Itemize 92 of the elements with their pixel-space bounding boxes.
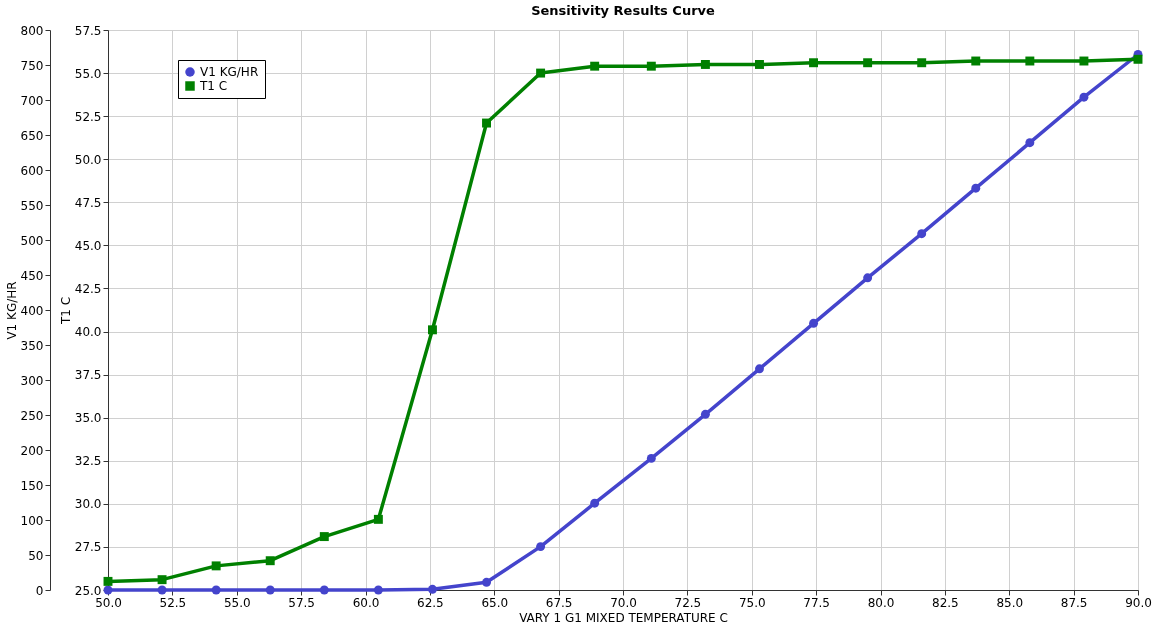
point <box>971 183 981 193</box>
point <box>755 59 764 69</box>
x-tick-label: 87.5 <box>1060 595 1088 610</box>
legend-label: T1 C <box>199 79 228 93</box>
y2-tick-label: 32.5 <box>74 454 102 469</box>
point <box>265 556 275 566</box>
y-axis-title: V1 KG/HR <box>4 281 19 340</box>
y-tick-label: 0 <box>35 583 44 598</box>
x-tick-label: 67.5 <box>545 595 573 610</box>
y-tick-label: 400 <box>20 303 44 318</box>
y-tick-label: 500 <box>20 233 44 248</box>
point <box>700 409 710 419</box>
y-tick-label: 700 <box>20 93 44 108</box>
x-tick-label: 65.0 <box>481 595 509 610</box>
y2-tick-label: 45.0 <box>74 238 102 253</box>
x-tick-label: 55.0 <box>223 595 251 610</box>
point <box>590 498 600 508</box>
point <box>700 59 710 69</box>
x-tick-label: 52.5 <box>159 595 187 610</box>
y-tick-label: 750 <box>20 58 44 73</box>
x-tick-label: 90.0 <box>1125 595 1152 610</box>
point <box>319 532 329 542</box>
point <box>211 561 221 571</box>
point <box>373 514 383 524</box>
x-tick-label: 62.5 <box>417 595 444 610</box>
y2-axis-title: T1 C <box>58 296 73 326</box>
point <box>590 61 600 71</box>
point <box>1025 138 1035 148</box>
point <box>265 585 275 595</box>
y2-tick-label: 35.0 <box>74 411 102 426</box>
y2-tick-label: 55.0 <box>74 66 102 81</box>
y2-tick-label: 25.0 <box>74 583 102 598</box>
point <box>536 542 546 552</box>
x-tick-label: 72.5 <box>674 595 702 610</box>
point <box>1079 56 1089 66</box>
y2-tick-label: 52.5 <box>74 109 102 124</box>
point <box>319 585 329 595</box>
y-tick-label: 600 <box>20 163 44 178</box>
chart-title: Sensitivity Results Curve <box>531 3 716 18</box>
point <box>211 585 221 595</box>
y-tick-label: 100 <box>20 513 44 528</box>
y-tick-label: 150 <box>20 478 44 493</box>
point <box>536 68 546 78</box>
x-tick-label: 57.5 <box>288 595 315 610</box>
point <box>427 325 437 335</box>
point <box>1133 54 1143 64</box>
y-tick-label: 450 <box>20 268 44 283</box>
y2-tick-label: 37.5 <box>74 368 102 383</box>
y2-tick-label: 57.5 <box>74 23 102 38</box>
point <box>863 58 873 68</box>
point <box>103 576 113 586</box>
x-tick-label: 77.5 <box>803 595 830 610</box>
y2-tick-label: 27.5 <box>74 540 102 555</box>
point <box>1079 92 1089 102</box>
y2-tick-label: 42.5 <box>74 281 102 296</box>
point <box>809 318 819 328</box>
x-tick-label: 70.0 <box>610 595 637 610</box>
point <box>157 585 167 595</box>
y2-tick-label: 47.5 <box>74 195 102 210</box>
point <box>809 58 819 68</box>
x-tick-label: 82.5 <box>932 595 959 610</box>
y2-tick-label: 50.0 <box>74 152 102 167</box>
y-tick-label: 650 <box>20 128 44 143</box>
x-tick-label: 75.0 <box>738 595 766 610</box>
x-tick-label: 85.0 <box>996 595 1024 610</box>
y-tick-label: 550 <box>20 198 44 213</box>
x-axis-title: VARY 1 G1 MIXED TEMPERATURE C <box>519 610 728 625</box>
y2-tick-label: 40.0 <box>74 325 102 340</box>
x-tick-label: 60.0 <box>352 595 380 610</box>
y-tick-label: 250 <box>20 408 44 423</box>
x-tick-label: 80.0 <box>867 595 895 610</box>
point <box>755 364 764 374</box>
point <box>917 58 927 68</box>
point <box>427 584 437 594</box>
point <box>646 61 656 71</box>
point <box>917 229 927 239</box>
point <box>863 273 873 283</box>
point <box>971 56 981 66</box>
point <box>482 118 491 128</box>
y-tick-label: 800 <box>20 23 44 38</box>
x-tick-label: 50.0 <box>95 595 122 610</box>
y-tick-label: 200 <box>20 443 44 458</box>
point <box>373 585 383 595</box>
y-tick-label: 300 <box>20 373 44 388</box>
y-tick-label: 350 <box>20 338 44 353</box>
point <box>1025 56 1035 66</box>
point <box>646 453 656 463</box>
point <box>482 577 491 587</box>
point <box>157 575 167 585</box>
y-tick-label: 50 <box>28 548 44 563</box>
legend-label: V1 KG/HR <box>200 65 259 79</box>
y2-tick-label: 30.0 <box>74 497 102 512</box>
